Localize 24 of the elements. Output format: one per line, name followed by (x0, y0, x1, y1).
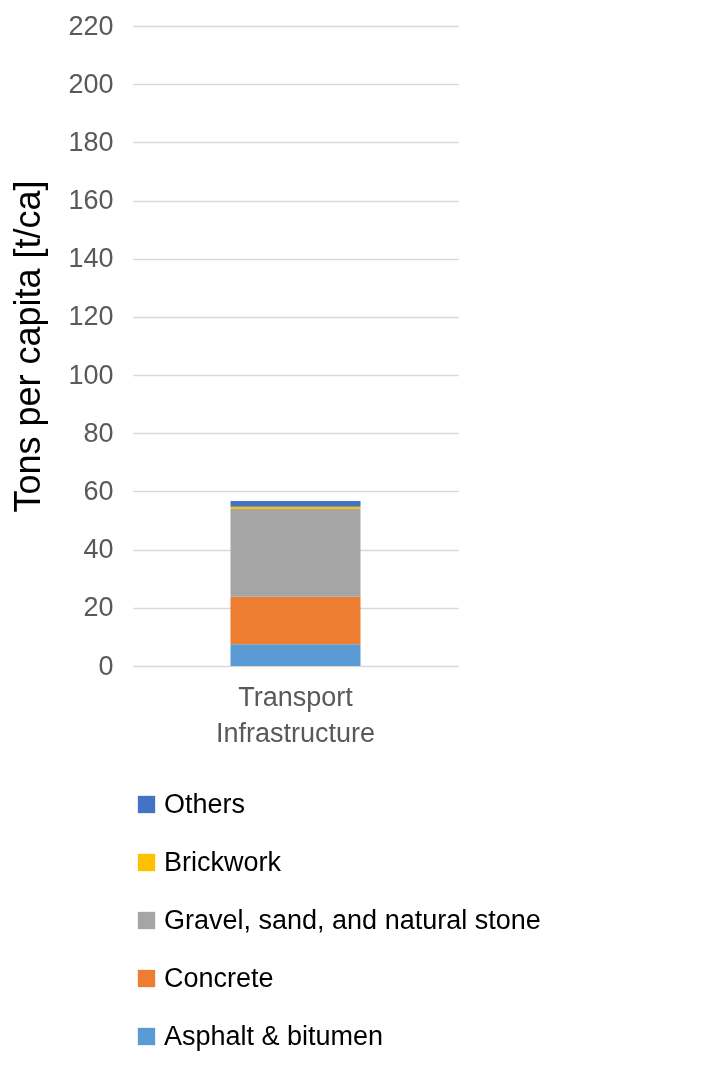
legend-label: Gravel, sand, and natural stone (164, 904, 541, 935)
y-tick-label: 120 (68, 301, 114, 332)
legend-label: Brickwork (164, 846, 282, 877)
bar (230, 596, 361, 645)
y-tick-label: 160 (68, 185, 114, 216)
y-tick-label: 0 (98, 650, 114, 681)
y-axis-title: Tons per capita [t/ca] (7, 180, 49, 513)
y-tick-label: 140 (68, 243, 114, 274)
y-tick-label: 200 (68, 68, 114, 99)
bar (230, 501, 361, 507)
legend-label: Others (164, 788, 246, 819)
y-tick-label: 100 (68, 359, 114, 390)
y-tick-label: 180 (68, 126, 114, 157)
y-tick-label: 80 (83, 417, 114, 448)
bar (230, 644, 361, 666)
bar (230, 506, 361, 509)
legend-label: Asphalt & bitumen (164, 1020, 384, 1051)
x-tick-label: Transport Infrastructure (215, 681, 376, 748)
y-tick-label: 40 (83, 534, 114, 565)
legend-label: Concrete (164, 962, 274, 993)
bar (230, 508, 361, 597)
y-tick-label: 20 (83, 592, 114, 623)
y-tick-label: 60 (83, 475, 114, 506)
y-tick-label: 220 (68, 10, 114, 41)
